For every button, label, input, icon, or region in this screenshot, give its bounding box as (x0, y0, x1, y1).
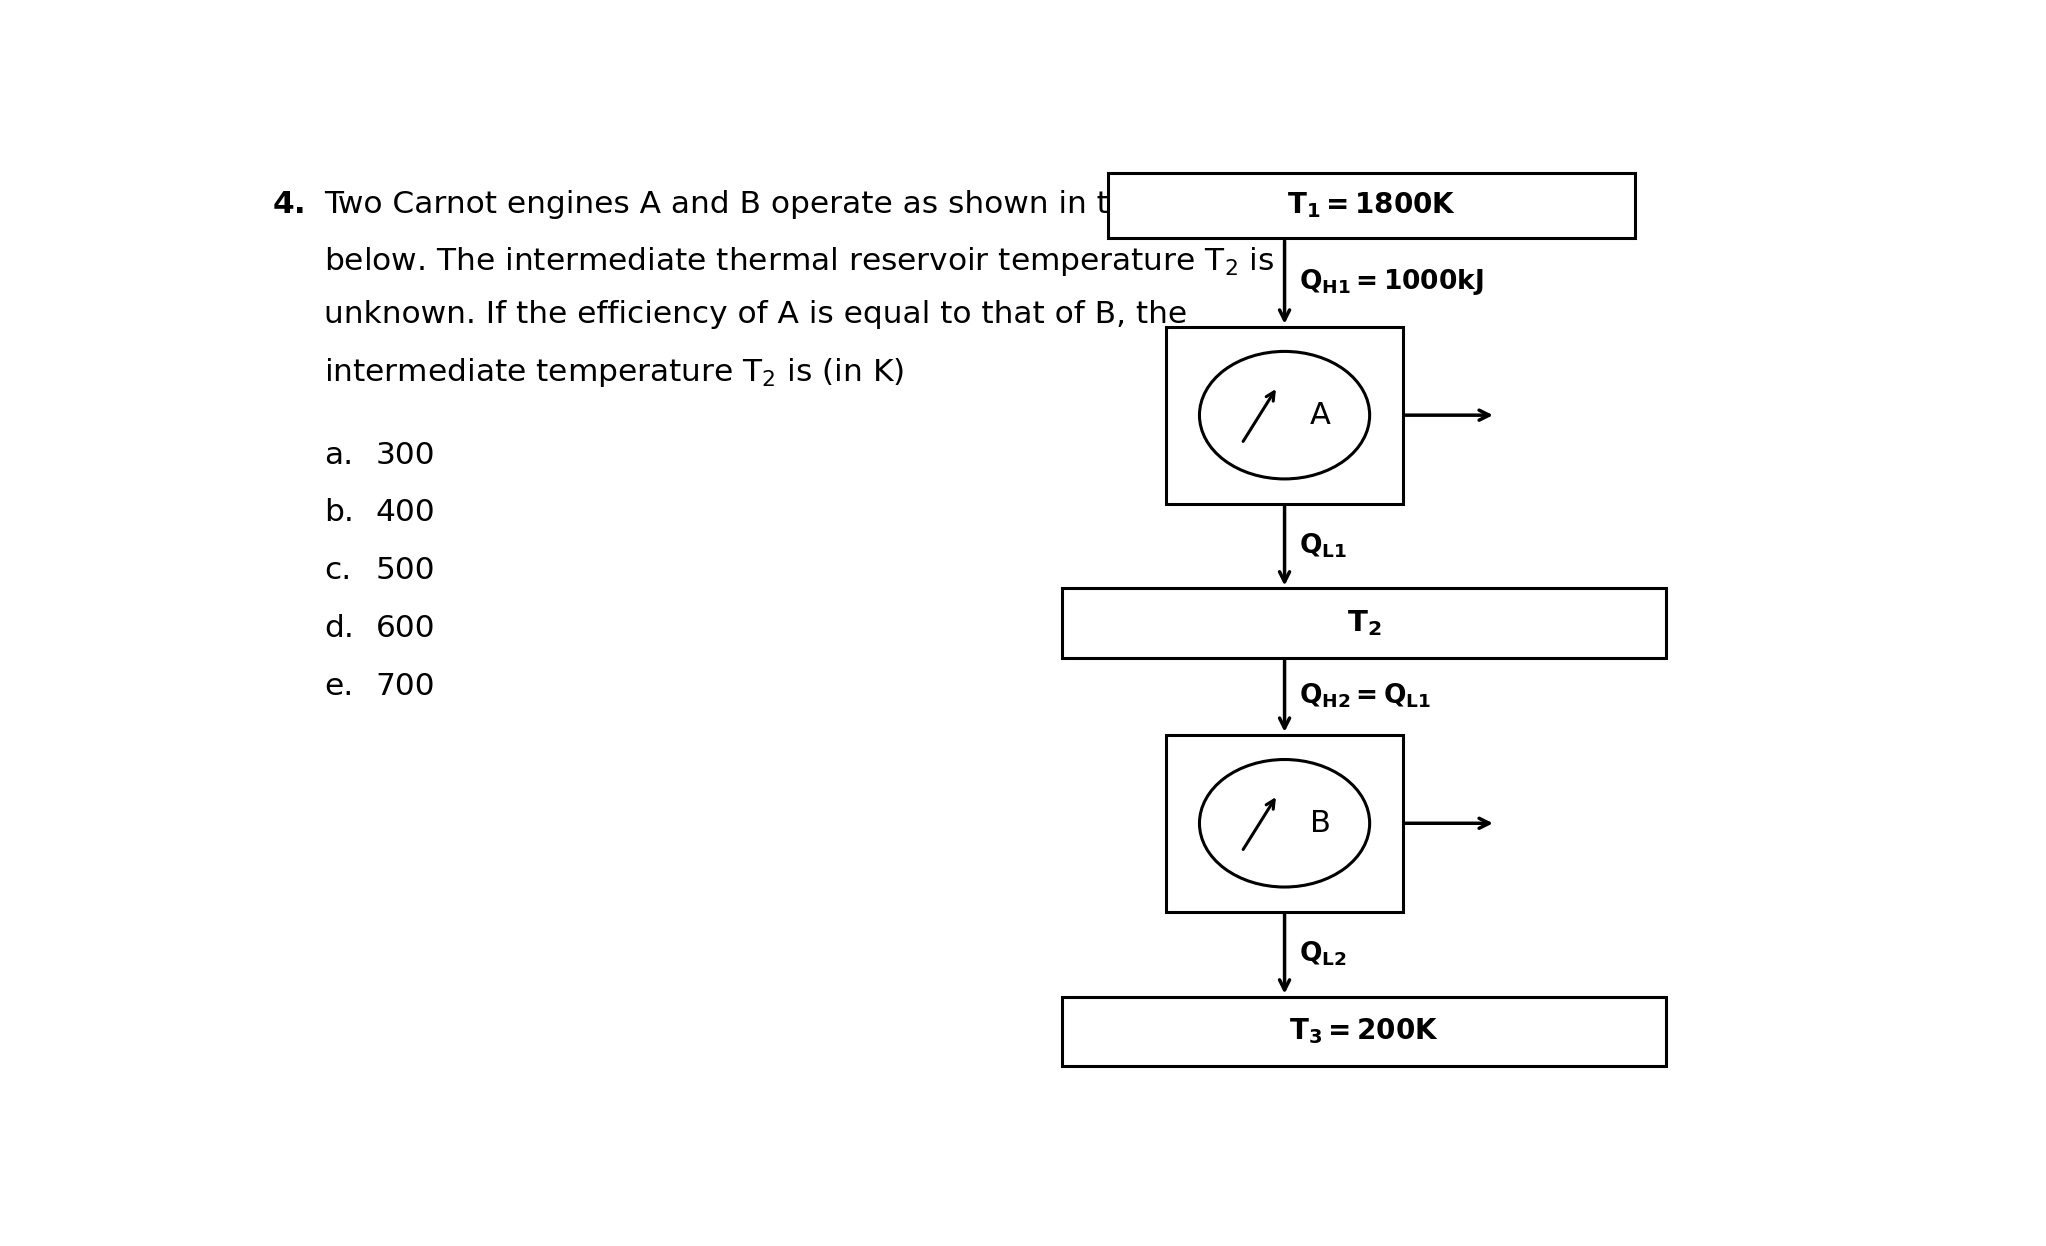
Text: e.: e. (323, 672, 354, 700)
Text: d.: d. (323, 614, 354, 643)
Text: Two Carnot engines A and B operate as shown in the figure: Two Carnot engines A and B operate as sh… (323, 189, 1248, 218)
Text: a.: a. (323, 441, 354, 470)
Bar (1166, 326, 1404, 503)
Text: unknown. If the efficiency of A is equal to that of B, the: unknown. If the efficiency of A is equal… (323, 300, 1187, 329)
Text: b.: b. (323, 498, 354, 527)
Ellipse shape (1199, 351, 1369, 478)
Text: 700: 700 (376, 672, 436, 700)
Text: $\mathbf{Q_{H1} = 1000kJ}$: $\mathbf{Q_{H1} = 1000kJ}$ (1299, 268, 1483, 298)
Bar (1062, 588, 1665, 658)
Text: $\mathbf{T_2}$: $\mathbf{T_2}$ (1346, 608, 1381, 638)
Ellipse shape (1199, 760, 1369, 887)
Text: $\mathbf{T_1 = 1800K}$: $\mathbf{T_1 = 1800K}$ (1287, 191, 1457, 221)
Text: 600: 600 (376, 614, 436, 643)
Text: below. The intermediate thermal reservoir temperature T$_2$ is: below. The intermediate thermal reservoi… (323, 245, 1275, 278)
Text: $\mathbf{Q_{L2}}$: $\mathbf{Q_{L2}}$ (1299, 939, 1346, 968)
Text: 4.: 4. (272, 189, 307, 218)
Text: $\mathbf{Q_{L1}}$: $\mathbf{Q_{L1}}$ (1299, 532, 1346, 561)
Text: $\mathbf{T_3 = 200K}$: $\mathbf{T_3 = 200K}$ (1289, 1017, 1438, 1047)
Text: $\mathbf{Q_{H2} = Q_{L1}}$: $\mathbf{Q_{H2} = Q_{L1}}$ (1299, 682, 1430, 710)
Bar (1062, 997, 1665, 1065)
Text: intermediate temperature T$_2$ is (in K): intermediate temperature T$_2$ is (in K) (323, 356, 904, 389)
Text: c.: c. (323, 556, 352, 586)
Text: 400: 400 (376, 498, 436, 527)
Bar (1109, 173, 1635, 238)
Text: 500: 500 (376, 556, 436, 586)
Bar (1166, 735, 1404, 912)
Text: A: A (1309, 401, 1332, 430)
Text: B: B (1309, 809, 1332, 837)
Text: 300: 300 (376, 441, 436, 470)
